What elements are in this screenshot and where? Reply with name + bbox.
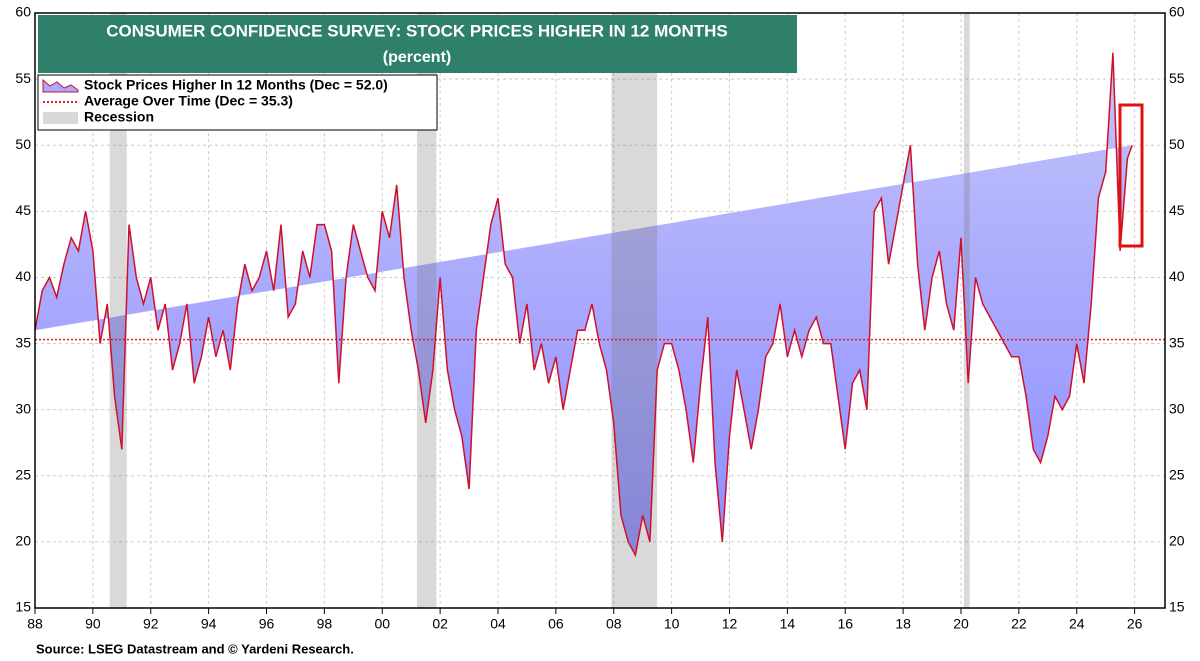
title-box: [38, 15, 797, 73]
x-tick-label: 02: [432, 616, 448, 632]
highlight-box: [1118, 103, 1144, 248]
x-tick-label: 14: [780, 616, 796, 632]
recession-band: [963, 13, 970, 608]
area: [35, 52, 1133, 556]
y2-tick-label: 45: [1169, 202, 1185, 218]
source: Source: LSEG Datastream and © Yardeni Re…: [36, 641, 354, 656]
y-tick-label: 45: [15, 202, 31, 218]
x-tick-label: 98: [317, 616, 333, 632]
legend-swatch: [42, 78, 79, 93]
x-tick-label: 00: [374, 616, 390, 632]
plot-frame: [34, 12, 1166, 609]
y-tick-label: 50: [15, 136, 31, 152]
x-tick-label: 10: [664, 616, 680, 632]
x-tick-label: 20: [953, 616, 969, 632]
recession-band: [416, 13, 437, 608]
chart-subtitle: (percent): [383, 49, 451, 66]
y2-tick-label: 40: [1169, 268, 1185, 284]
x-tick-label: 16: [837, 616, 853, 632]
y2-tick-label: 50: [1169, 136, 1185, 152]
x-tick-label: 12: [722, 616, 738, 632]
x-tick-label: 92: [143, 616, 159, 632]
legend-label: Stock Prices Higher In 12 Months (Dec = …: [84, 77, 388, 93]
x-tick-label: 04: [490, 616, 506, 632]
x-tick-label: 06: [548, 616, 564, 632]
recession-band: [109, 13, 127, 608]
y-tick-label: 25: [15, 466, 31, 482]
legend: [37, 74, 438, 131]
y2-tick-label: 30: [1169, 400, 1185, 416]
y2-tick-label: 35: [1169, 334, 1185, 350]
x-tick-label: 94: [201, 616, 217, 632]
x-tick-label: 26: [1127, 616, 1143, 632]
y2-tick-label: 15: [1169, 599, 1185, 615]
y2-tick-label: 60: [1169, 4, 1185, 20]
line: [34, 52, 1133, 558]
chart-title: CONSUMER CONFIDENCE SURVEY: STOCK PRICES…: [106, 21, 728, 40]
x-tick-label: 90: [85, 616, 101, 632]
y-tick-label: 20: [15, 533, 31, 549]
x-tick-label: 18: [895, 616, 911, 632]
y2-tick-label: 20: [1169, 533, 1185, 549]
x-tick-label: 24: [1069, 616, 1085, 632]
y2-tick-label: 55: [1169, 70, 1185, 86]
y-tick-label: 30: [15, 400, 31, 416]
x-tick-label: 22: [1011, 616, 1027, 632]
legend-swatch: [43, 112, 78, 124]
y-tick-label: 40: [15, 268, 31, 284]
recession-band: [611, 13, 658, 608]
x-tick-label: 08: [606, 616, 622, 632]
y2-tick-label: 25: [1169, 466, 1185, 482]
y-tick-label: 55: [15, 70, 31, 86]
x-tick-label: 88: [27, 616, 43, 632]
legend-label: Average Over Time (Dec = 35.3): [84, 93, 293, 109]
y-tick-label: 15: [15, 599, 31, 615]
legend-label: Recession: [84, 109, 154, 125]
x-tick-label: 96: [259, 616, 275, 632]
y-tick-label: 60: [15, 4, 31, 20]
y-tick-label: 35: [15, 334, 31, 350]
